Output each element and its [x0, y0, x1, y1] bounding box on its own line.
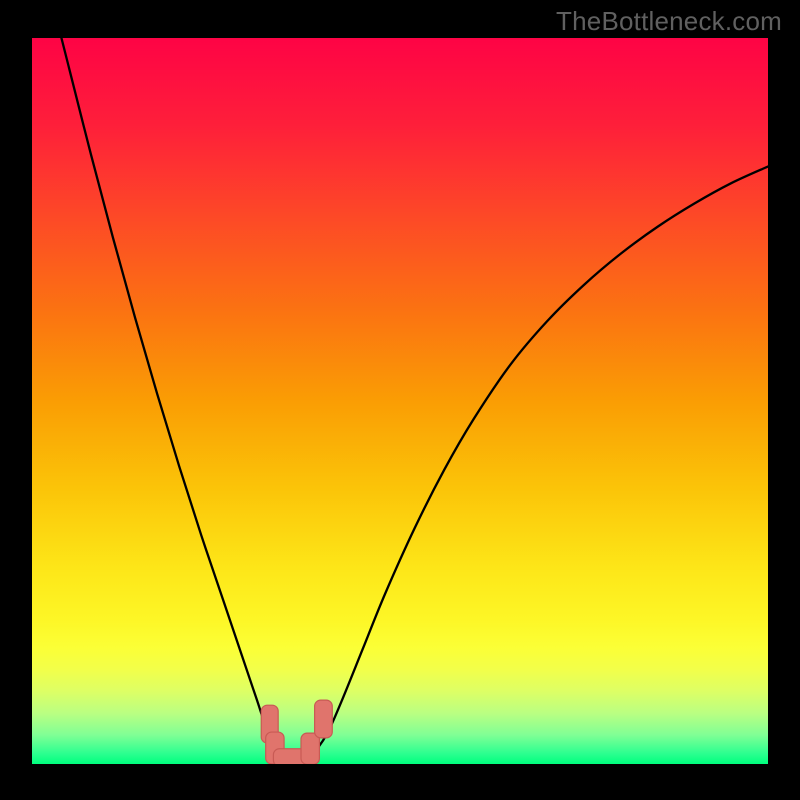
plot-background-gradient [32, 38, 768, 764]
watermark-text: TheBottleneck.com [556, 6, 782, 37]
